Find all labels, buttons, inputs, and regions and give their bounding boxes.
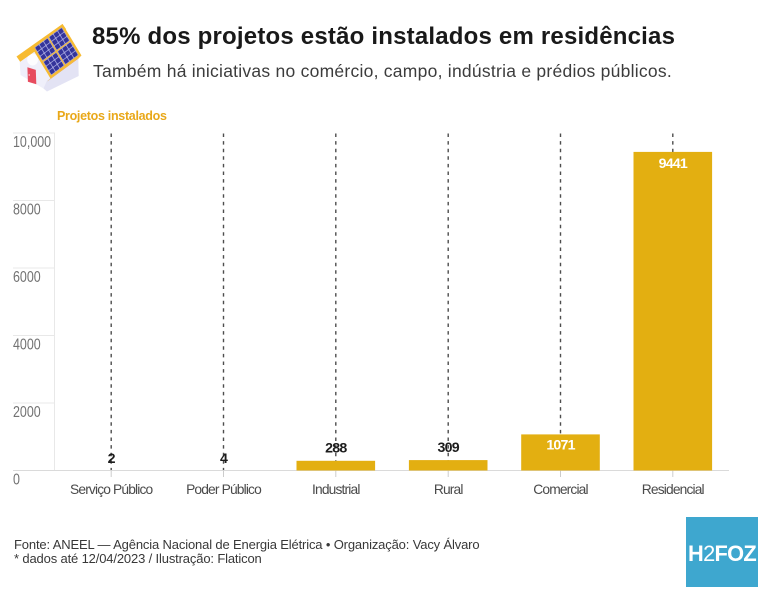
svg-text:Projetos instalados: Projetos instalados bbox=[57, 109, 167, 123]
svg-text:288: 288 bbox=[325, 441, 347, 457]
svg-text:Rural: Rural bbox=[434, 482, 464, 497]
svg-text:Poder Público: Poder Público bbox=[186, 482, 262, 497]
svg-text:2: 2 bbox=[108, 451, 116, 467]
svg-text:Residencial: Residencial bbox=[642, 482, 705, 497]
svg-text:9441: 9441 bbox=[659, 156, 688, 172]
svg-text:6000: 6000 bbox=[13, 269, 41, 287]
svg-text:4000: 4000 bbox=[13, 336, 41, 354]
svg-text:Comercial: Comercial bbox=[533, 482, 588, 497]
svg-text:10,000: 10,000 bbox=[13, 134, 51, 152]
svg-text:8000: 8000 bbox=[13, 201, 41, 219]
svg-text:Serviço Público: Serviço Público bbox=[70, 482, 154, 497]
svg-text:1071: 1071 bbox=[546, 438, 575, 454]
svg-text:0: 0 bbox=[13, 471, 20, 489]
svg-text:309: 309 bbox=[438, 440, 460, 456]
svg-text:4: 4 bbox=[220, 451, 228, 467]
svg-text:Industrial: Industrial bbox=[312, 482, 360, 497]
svg-text:2000: 2000 bbox=[13, 404, 41, 422]
